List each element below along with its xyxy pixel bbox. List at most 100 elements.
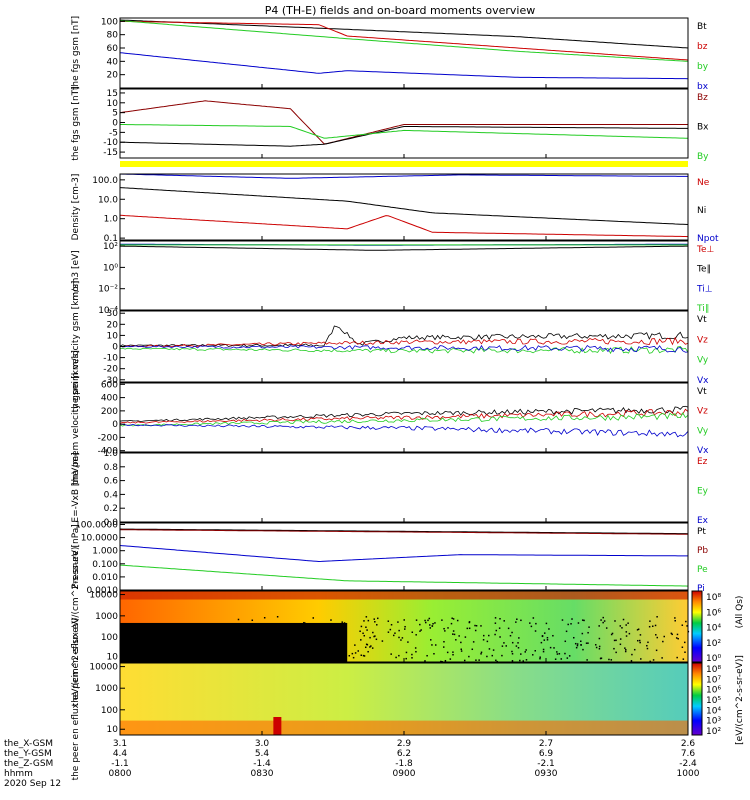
heatmap-noise-pixel: [498, 627, 501, 629]
heatmap-noise-pixel: [415, 650, 417, 653]
series-line: [120, 245, 688, 251]
heatmap-noise-pixel: [428, 617, 431, 620]
colorbar-tick-label: 10⁸: [706, 665, 721, 675]
heatmap-noise-pixel: [501, 654, 503, 657]
heatmap-noise-pixel: [317, 655, 319, 658]
legend-label: Ti∥: [696, 304, 709, 314]
heatmap-noise-pixel: [625, 624, 627, 626]
heatmap-noise-pixel: [474, 624, 476, 627]
heatmap-noise-pixel: [374, 621, 376, 623]
heatmap-noise-pixel: [608, 658, 610, 661]
colorbar: [692, 663, 702, 735]
series-line: [119, 214, 689, 238]
heatmap-noise-pixel: [613, 647, 615, 650]
heatmap-noise-pixel: [567, 623, 569, 626]
y-axis-label: Density [cm-3]: [71, 174, 81, 241]
heatmap-noise-pixel: [511, 650, 513, 653]
heatmap-noise-pixel: [400, 639, 402, 641]
heatmap-noise-pixel: [588, 626, 590, 628]
heatmap-noise-pixel: [595, 646, 598, 649]
heatmap-noise-pixel: [610, 633, 613, 636]
heatmap-noise-pixel: [633, 648, 636, 651]
heatmap-noise-pixel: [424, 619, 426, 622]
heatmap-noise-pixel: [515, 621, 517, 623]
heatmap-noise-pixel: [656, 616, 658, 618]
panel-4: 10² 10⁰ 10⁻² 10⁻⁴ mom3 [eV] Te⊥ Te∥ Ti⊥ Ti∥: [71, 240, 715, 316]
legend-label: Vx: [697, 446, 709, 456]
heatmap-noise-pixel: [389, 628, 392, 631]
heatmap-noise-pixel: [329, 649, 331, 651]
heatmap-noise-pixel: [488, 648, 491, 650]
heatmap-noise-pixel: [558, 652, 561, 655]
heatmap-noise-pixel: [539, 657, 541, 660]
heatmap-noise-pixel: [511, 660, 514, 662]
heatmap-noise-pixel: [338, 645, 340, 647]
y-tick-label: 0: [112, 119, 118, 129]
series-line: [120, 124, 689, 139]
colorbar-tick-label: 10⁴: [706, 706, 721, 716]
y-axis-label: the fgs gsm [nT]: [71, 86, 81, 160]
heatmap-noise-pixel: [468, 655, 470, 658]
heatmap-noise-pixel: [511, 631, 513, 634]
heatmap-noise-pixel: [442, 646, 445, 648]
y-tick-label: -15: [103, 148, 118, 158]
heatmap-noise-pixel: [280, 633, 282, 635]
heatmap-noise-pixel: [628, 632, 631, 635]
heatmap-noise-pixel: [594, 644, 597, 646]
panel-8: 100.0000 10.0000 1.000 0.100 0.010 0.0010 Pres…: [71, 520, 708, 596]
x-axis-value: -1.4: [253, 759, 271, 769]
heatmap-noise-pixel: [254, 650, 257, 653]
x-axis-value: 3.0: [255, 739, 270, 749]
heatmap-noise-pixel: [283, 630, 285, 633]
heatmap-noise-pixel: [326, 652, 328, 654]
heatmap-noise-pixel: [670, 632, 673, 635]
heatmap-noise-pixel: [532, 617, 535, 619]
heatmap-noise-pixel: [305, 635, 307, 637]
heatmap-noise-pixel: [301, 645, 303, 647]
heatmap-noise-pixel: [234, 629, 237, 631]
colorbar-tick-label: 10⁵: [706, 696, 721, 706]
heatmap-noise-pixel: [237, 618, 240, 621]
heatmap-noise-pixel: [494, 617, 497, 619]
heatmap-noise-pixel: [482, 639, 485, 641]
heatmap-noise-pixel: [404, 625, 406, 628]
series-line: [119, 528, 689, 535]
legend-label: by: [697, 62, 709, 72]
heatmap-noise-pixel: [654, 624, 657, 627]
heatmap-noise-pixel: [432, 623, 434, 625]
colorbar-tick-label: 10²: [706, 639, 721, 649]
heatmap-noise-pixel: [542, 650, 545, 653]
y-tick-label: 10: [107, 725, 119, 735]
heatmap-noise-pixel: [371, 647, 374, 649]
panel-frame: [119, 310, 689, 383]
heatmap-noise-pixel: [394, 632, 396, 634]
series-line: [119, 20, 689, 62]
x-axis-value: 0900: [393, 769, 416, 779]
heatmap-noise-pixel: [525, 649, 527, 651]
heatmap-noise-pixel: [390, 653, 392, 655]
heatmap-noise-pixel: [306, 642, 308, 645]
heatmap-noise-pixel: [546, 636, 549, 639]
y-tick-label: 10: [107, 652, 119, 662]
heatmap-noise-pixel: [375, 638, 378, 641]
y-tick-label: -5: [109, 128, 118, 138]
y-tick-label: 10000: [89, 663, 118, 673]
heatmap-noise-pixel: [411, 657, 413, 659]
heatmap-noise-pixel: [494, 622, 497, 624]
heatmap-noise-pixel: [613, 639, 616, 642]
heatmap-noise-pixel: [332, 628, 334, 630]
heatmap-noise-pixel: [492, 649, 495, 651]
heatmap-noise-pixel: [624, 650, 627, 653]
heatmap-noise-pixel: [495, 659, 497, 662]
heatmap-noise-pixel: [450, 622, 453, 625]
heatmap-noise-pixel: [581, 619, 584, 621]
heatmap-noise-pixel: [524, 651, 527, 653]
y-tick-label: 10⁻²: [98, 285, 118, 295]
heatmap-noise-pixel: [398, 636, 400, 639]
heatmap-noise-pixel: [534, 630, 537, 632]
legend-label: By: [697, 152, 709, 162]
heatmap-noise-pixel: [447, 627, 449, 629]
heatmap-noise-pixel: [317, 642, 319, 645]
heatmap-noise-pixel: [405, 657, 407, 660]
heatmap-noise-pixel: [276, 616, 279, 618]
